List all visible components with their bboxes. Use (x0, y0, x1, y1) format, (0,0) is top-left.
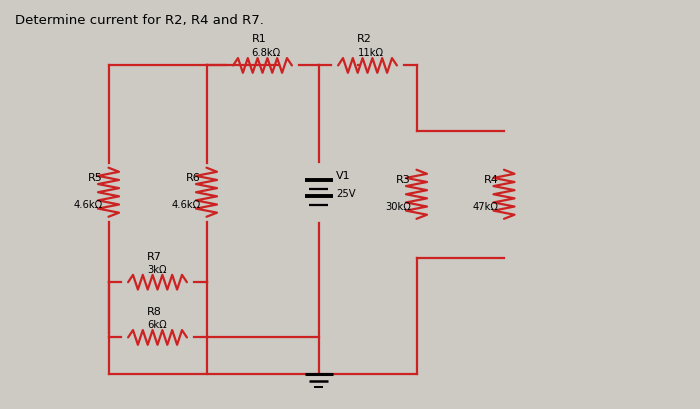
Text: R8: R8 (146, 307, 162, 317)
Text: Determine current for R2, R4 and R7.: Determine current for R2, R4 and R7. (15, 14, 265, 27)
Text: R3: R3 (396, 175, 411, 185)
Text: 4.6kΩ: 4.6kΩ (172, 200, 201, 209)
Text: R4: R4 (484, 175, 498, 185)
Text: 6.8kΩ: 6.8kΩ (251, 48, 281, 58)
Text: R7: R7 (146, 252, 162, 262)
Text: R1: R1 (251, 34, 267, 44)
Text: R6: R6 (186, 173, 201, 183)
Text: 47kΩ: 47kΩ (473, 202, 498, 211)
Text: V1: V1 (336, 171, 351, 181)
Text: 25V: 25V (336, 189, 356, 199)
Text: R5: R5 (88, 173, 103, 183)
Text: 6kΩ: 6kΩ (148, 320, 167, 330)
Text: 3kΩ: 3kΩ (148, 265, 167, 275)
Text: 4.6kΩ: 4.6kΩ (74, 200, 103, 209)
Text: 11kΩ: 11kΩ (358, 48, 384, 58)
Text: 30kΩ: 30kΩ (385, 202, 411, 211)
Text: R2: R2 (356, 34, 372, 44)
